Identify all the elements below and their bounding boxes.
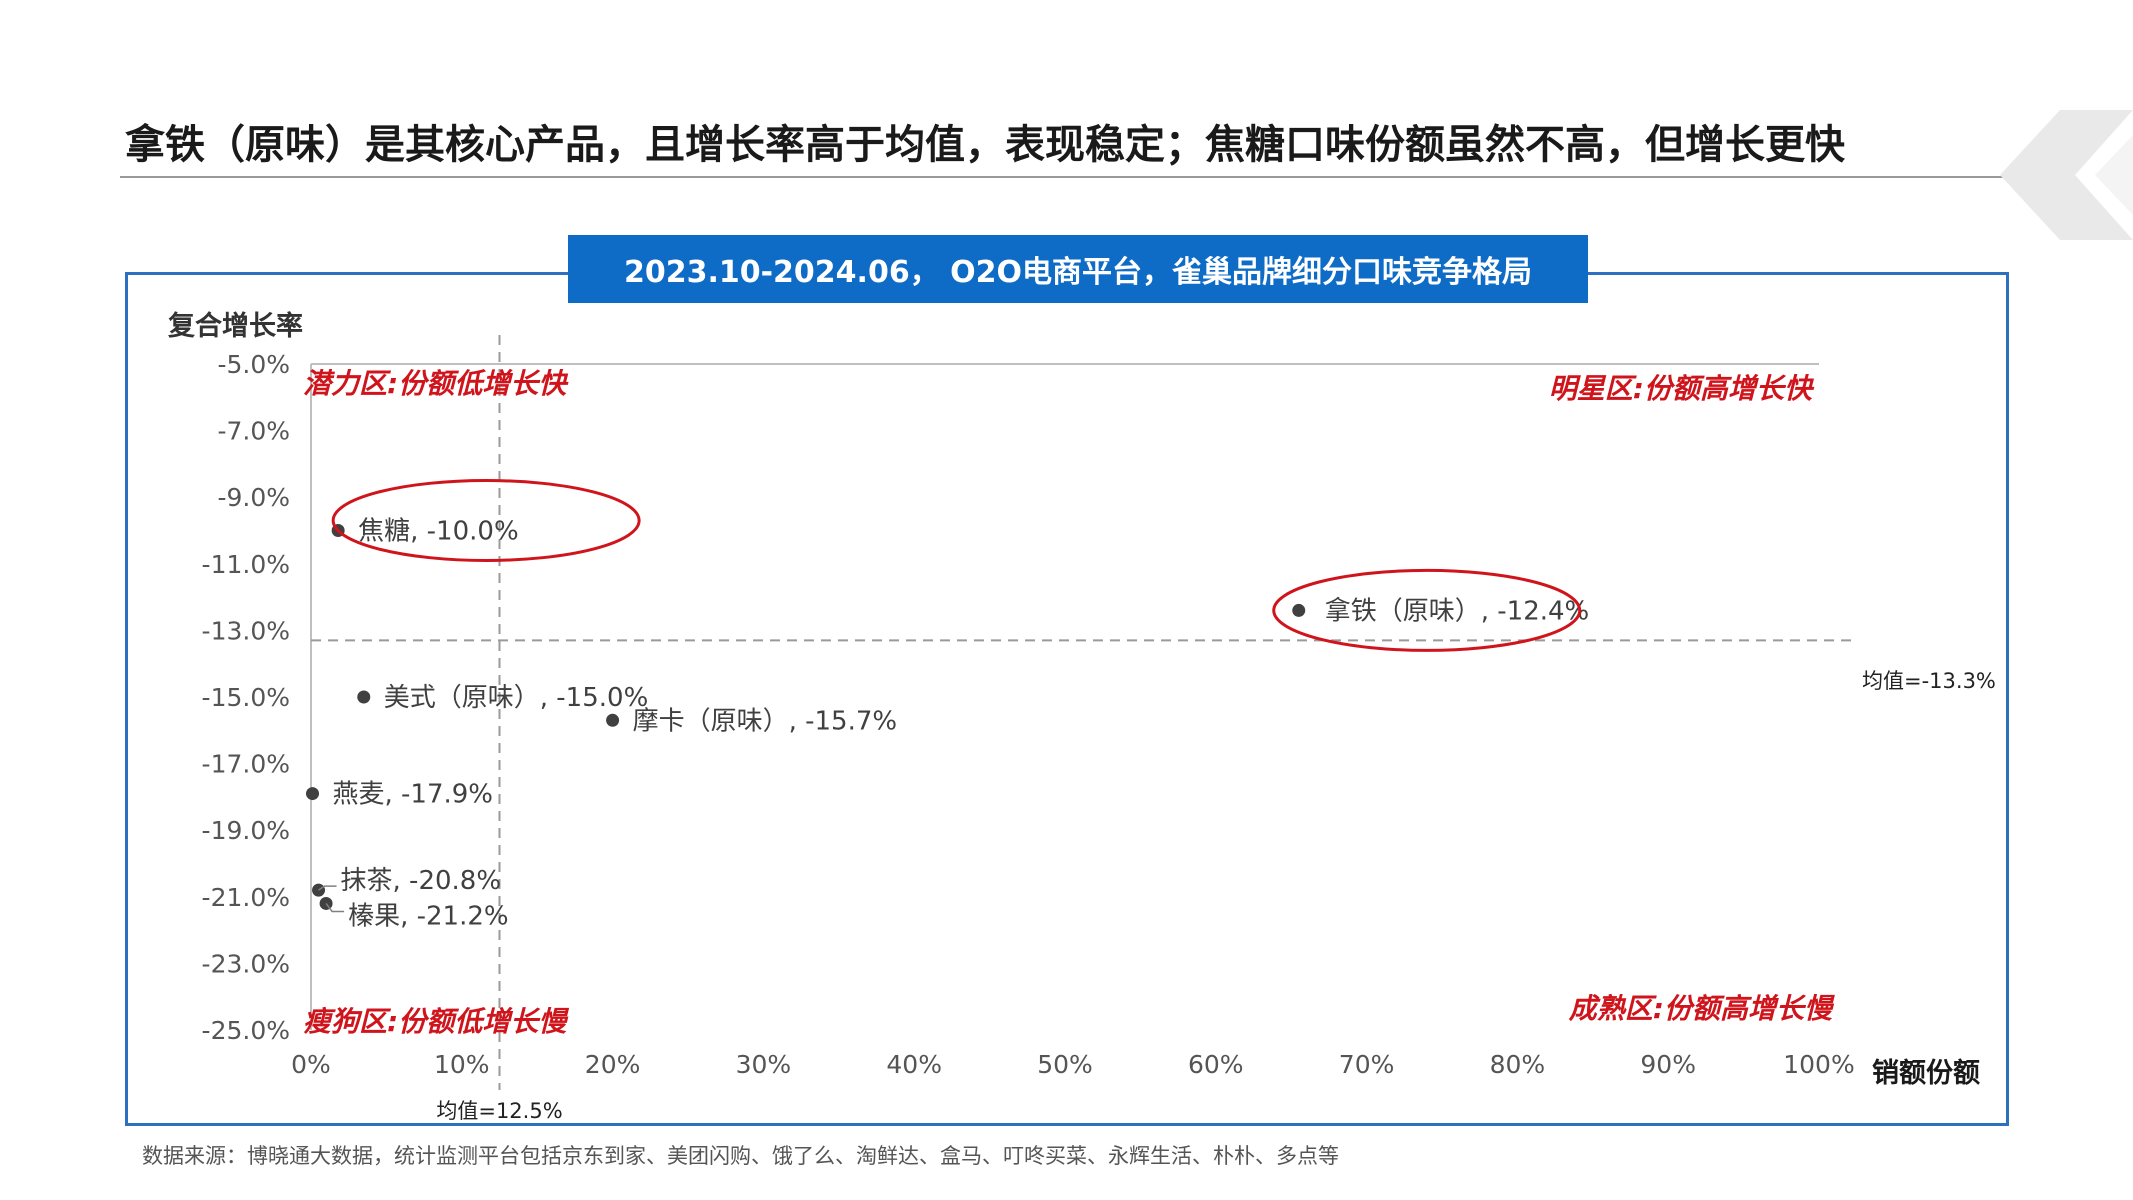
- y-tick-label: -5.0%: [217, 350, 290, 379]
- data-label: 榛果, -21.2%: [348, 901, 509, 931]
- y-tick-label: -17.0%: [202, 750, 290, 779]
- data-point: [606, 713, 620, 727]
- quadrant-label-top-right: 明星区:份额高增长快: [1549, 372, 1815, 405]
- x-tick-label: 80%: [1490, 1050, 1546, 1079]
- data-point: [1292, 603, 1306, 617]
- y-tick-label: -19.0%: [202, 816, 290, 845]
- x-tick-label: 30%: [736, 1050, 792, 1079]
- y-tick-label: -7.0%: [217, 417, 290, 446]
- quadrant-label-bottom-left: 瘦狗区:份额低增长慢: [303, 1005, 569, 1038]
- quadrant-label-bottom-right: 成熟区:份额高增长慢: [1568, 992, 1835, 1025]
- x-tick-label: 70%: [1339, 1050, 1395, 1079]
- data-point: [357, 690, 371, 704]
- data-label: 燕麦, -17.9%: [333, 780, 494, 810]
- logo-chevron-icon: [2000, 110, 2133, 240]
- x-tick-label: 50%: [1037, 1050, 1093, 1079]
- y-tick-label: -23.0%: [202, 949, 290, 978]
- chart-banner: 2023.10-2024.06， O2O电商平台，雀巢品牌细分口味竞争格局: [568, 235, 1588, 303]
- y-tick-label: -11.0%: [202, 550, 290, 579]
- y-mean-label: 均值=-13.3%: [1862, 669, 1996, 693]
- page-title: 拿铁（原味）是其核心产品，且增长率高于均值，表现稳定；焦糖口味份额虽然不高，但增…: [125, 122, 1845, 168]
- x-tick-label: 90%: [1640, 1050, 1696, 1079]
- y-tick-label: -21.0%: [202, 883, 290, 912]
- highlight-ellipse: [331, 479, 641, 562]
- x-tick-label: 40%: [886, 1050, 942, 1079]
- label-leader-line: [325, 903, 345, 913]
- data-label: 美式（原味）, -15.0%: [384, 683, 649, 713]
- x-tick-label: 100%: [1783, 1050, 1854, 1079]
- title-divider: [120, 176, 2010, 178]
- x-tick-label: 20%: [585, 1050, 641, 1079]
- y-tick-label: -25.0%: [202, 1016, 290, 1045]
- x-tick-label: 0%: [291, 1050, 331, 1079]
- data-label: 拿铁（原味）, -12.4%: [1325, 596, 1590, 626]
- data-label: 抹茶, -20.8%: [341, 866, 502, 896]
- quadrant-label-top-left: 潜力区:份额低增长快: [303, 367, 569, 400]
- data-label: 焦糖, -10.0%: [358, 517, 519, 547]
- data-source-note: 数据来源：博晓通大数据，统计监测平台包括京东到家、美团闪购、饿了么、淘鲜达、盒马…: [142, 1144, 1339, 1168]
- x-tick-label: 60%: [1188, 1050, 1244, 1079]
- x-tick-label: 10%: [434, 1050, 490, 1079]
- y-axis-label: 复合增长率: [168, 310, 303, 342]
- y-tick-label: -15.0%: [202, 683, 290, 712]
- y-tick-label: -13.0%: [202, 616, 290, 645]
- data-label: 摩卡（原味）, -15.7%: [633, 706, 898, 736]
- highlight-ellipse: [1272, 568, 1582, 652]
- label-leader-line: [318, 885, 337, 891]
- data-point: [306, 787, 320, 801]
- y-tick-label: -9.0%: [217, 483, 290, 512]
- x-axis-label: 销额份额: [1872, 1058, 1980, 1089]
- x-mean-label: 均值=12.5%: [436, 1099, 562, 1123]
